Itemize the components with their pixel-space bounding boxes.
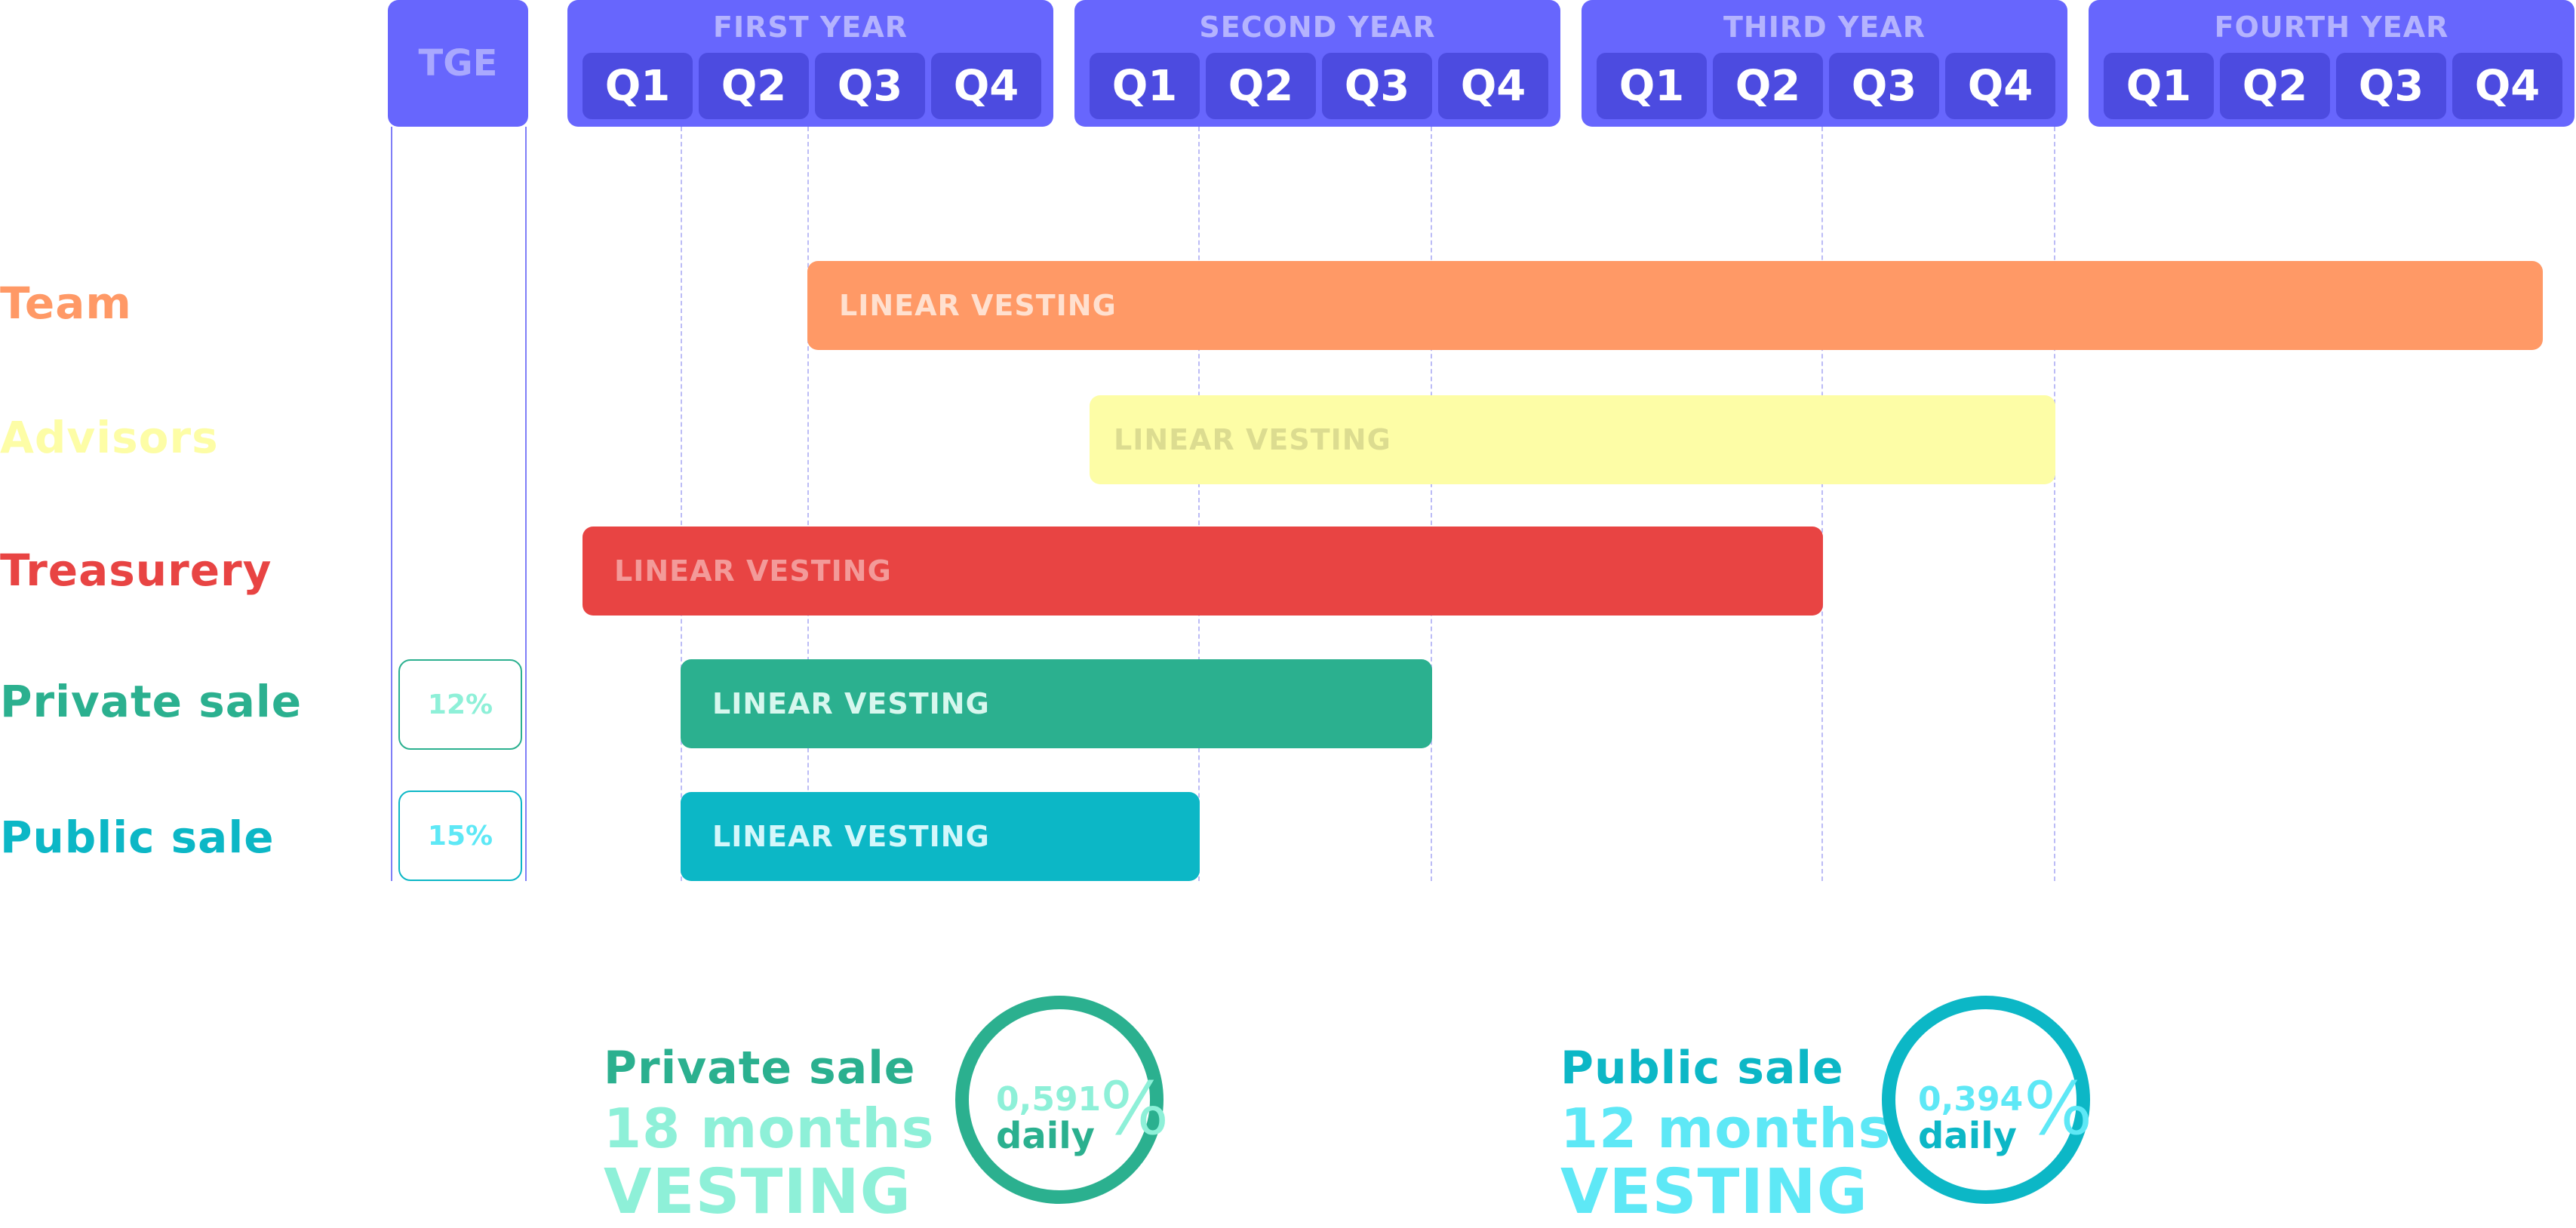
vesting-bar-public-sale: LINEAR VESTING [681,792,1200,881]
summary-title: Private sale [604,1042,916,1094]
quarter-cell: Q1 [2104,53,2214,119]
year-block-2: SECOND YEAR Q1 Q2 Q3 Q4 [1074,0,1560,127]
vesting-bar-team: LINEAR VESTING [807,261,2543,350]
summary-vesting: VESTING [604,1156,911,1228]
year-block-3: THIRD YEAR Q1 Q2 Q3 Q4 [1582,0,2067,127]
quarter-cell: Q4 [931,53,1041,119]
percent-sign: % [1100,1067,1170,1151]
quarter-cell: Q4 [1438,53,1548,119]
vesting-bar-private-sale: LINEAR VESTING [681,659,1432,748]
quarter-cell: Q1 [1090,53,1200,119]
guide-line [2054,127,2055,881]
public-sale-summary: Public sale 12 months VESTING [1560,1045,1892,1223]
row-label-private-sale: Private sale [0,676,303,727]
daily-rate-value: 0,591 [996,1080,1102,1119]
tge-right-line [525,127,527,881]
quarter-cell: Q3 [815,53,925,119]
tge-unlock-private: 12% [398,659,522,750]
year-title: FIRST YEAR [712,11,908,44]
guide-line [1821,127,1823,881]
private-daily-rate-ring: 0,591 daily % [955,996,1169,1204]
year-block-4: FOURTH YEAR Q1 Q2 Q3 Q4 [2089,0,2574,127]
year-title: SECOND YEAR [1199,11,1436,44]
quarter-cell: Q3 [2336,53,2446,119]
quarter-cell: Q2 [1713,53,1823,119]
summary-title: Public sale [1560,1042,1844,1094]
bar-text: LINEAR VESTING [712,820,990,853]
tge-left-line [391,127,392,881]
daily-label: daily [1918,1115,2017,1157]
year-title: THIRD YEAR [1723,11,1926,44]
percent-sign: % [2024,1067,2093,1151]
quarter-cell: Q1 [1597,53,1707,119]
bar-text: LINEAR VESTING [712,687,990,720]
guide-line [807,127,809,881]
public-daily-rate-ring: 0,394 daily % [1882,996,2093,1204]
tge-header: TGE [388,0,528,127]
bar-text: LINEAR VESTING [614,554,892,588]
guide-line [681,127,682,881]
guide-line [1431,127,1432,881]
row-label-advisors: Advisors [0,412,219,463]
row-label-public-sale: Public sale [0,812,275,863]
quarter-cell: Q2 [2220,53,2330,119]
quarter-cell: Q4 [2452,53,2562,119]
quarter-cell: Q3 [1829,53,1939,119]
summary-duration: 18 months [604,1097,935,1160]
quarter-cell: Q1 [583,53,693,119]
private-sale-summary: Private sale 18 months VESTING [604,1045,935,1223]
quarter-cell: Q4 [1945,53,2055,119]
vesting-bar-advisors: LINEAR VESTING [1090,395,2055,484]
year-block-1: FIRST YEAR Q1 Q2 Q3 Q4 [567,0,1053,127]
year-title: FOURTH YEAR [2214,11,2449,44]
summary-duration: 12 months [1560,1097,1892,1160]
bar-text: LINEAR VESTING [1114,423,1391,456]
row-label-team: Team [0,278,132,329]
row-label-treasurery: Treasurery [0,545,272,596]
summary-vesting: VESTING [1560,1156,1868,1228]
vesting-bar-treasurery: LINEAR VESTING [583,527,1823,616]
daily-label: daily [996,1115,1095,1157]
guide-line [1198,127,1200,881]
quarter-cell: Q2 [1206,53,1316,119]
daily-rate-value: 0,394 [1918,1080,2024,1119]
tge-unlock-public: 15% [398,791,522,881]
bar-text: LINEAR VESTING [839,289,1117,322]
quarter-cell: Q2 [699,53,809,119]
quarter-cell: Q3 [1322,53,1432,119]
